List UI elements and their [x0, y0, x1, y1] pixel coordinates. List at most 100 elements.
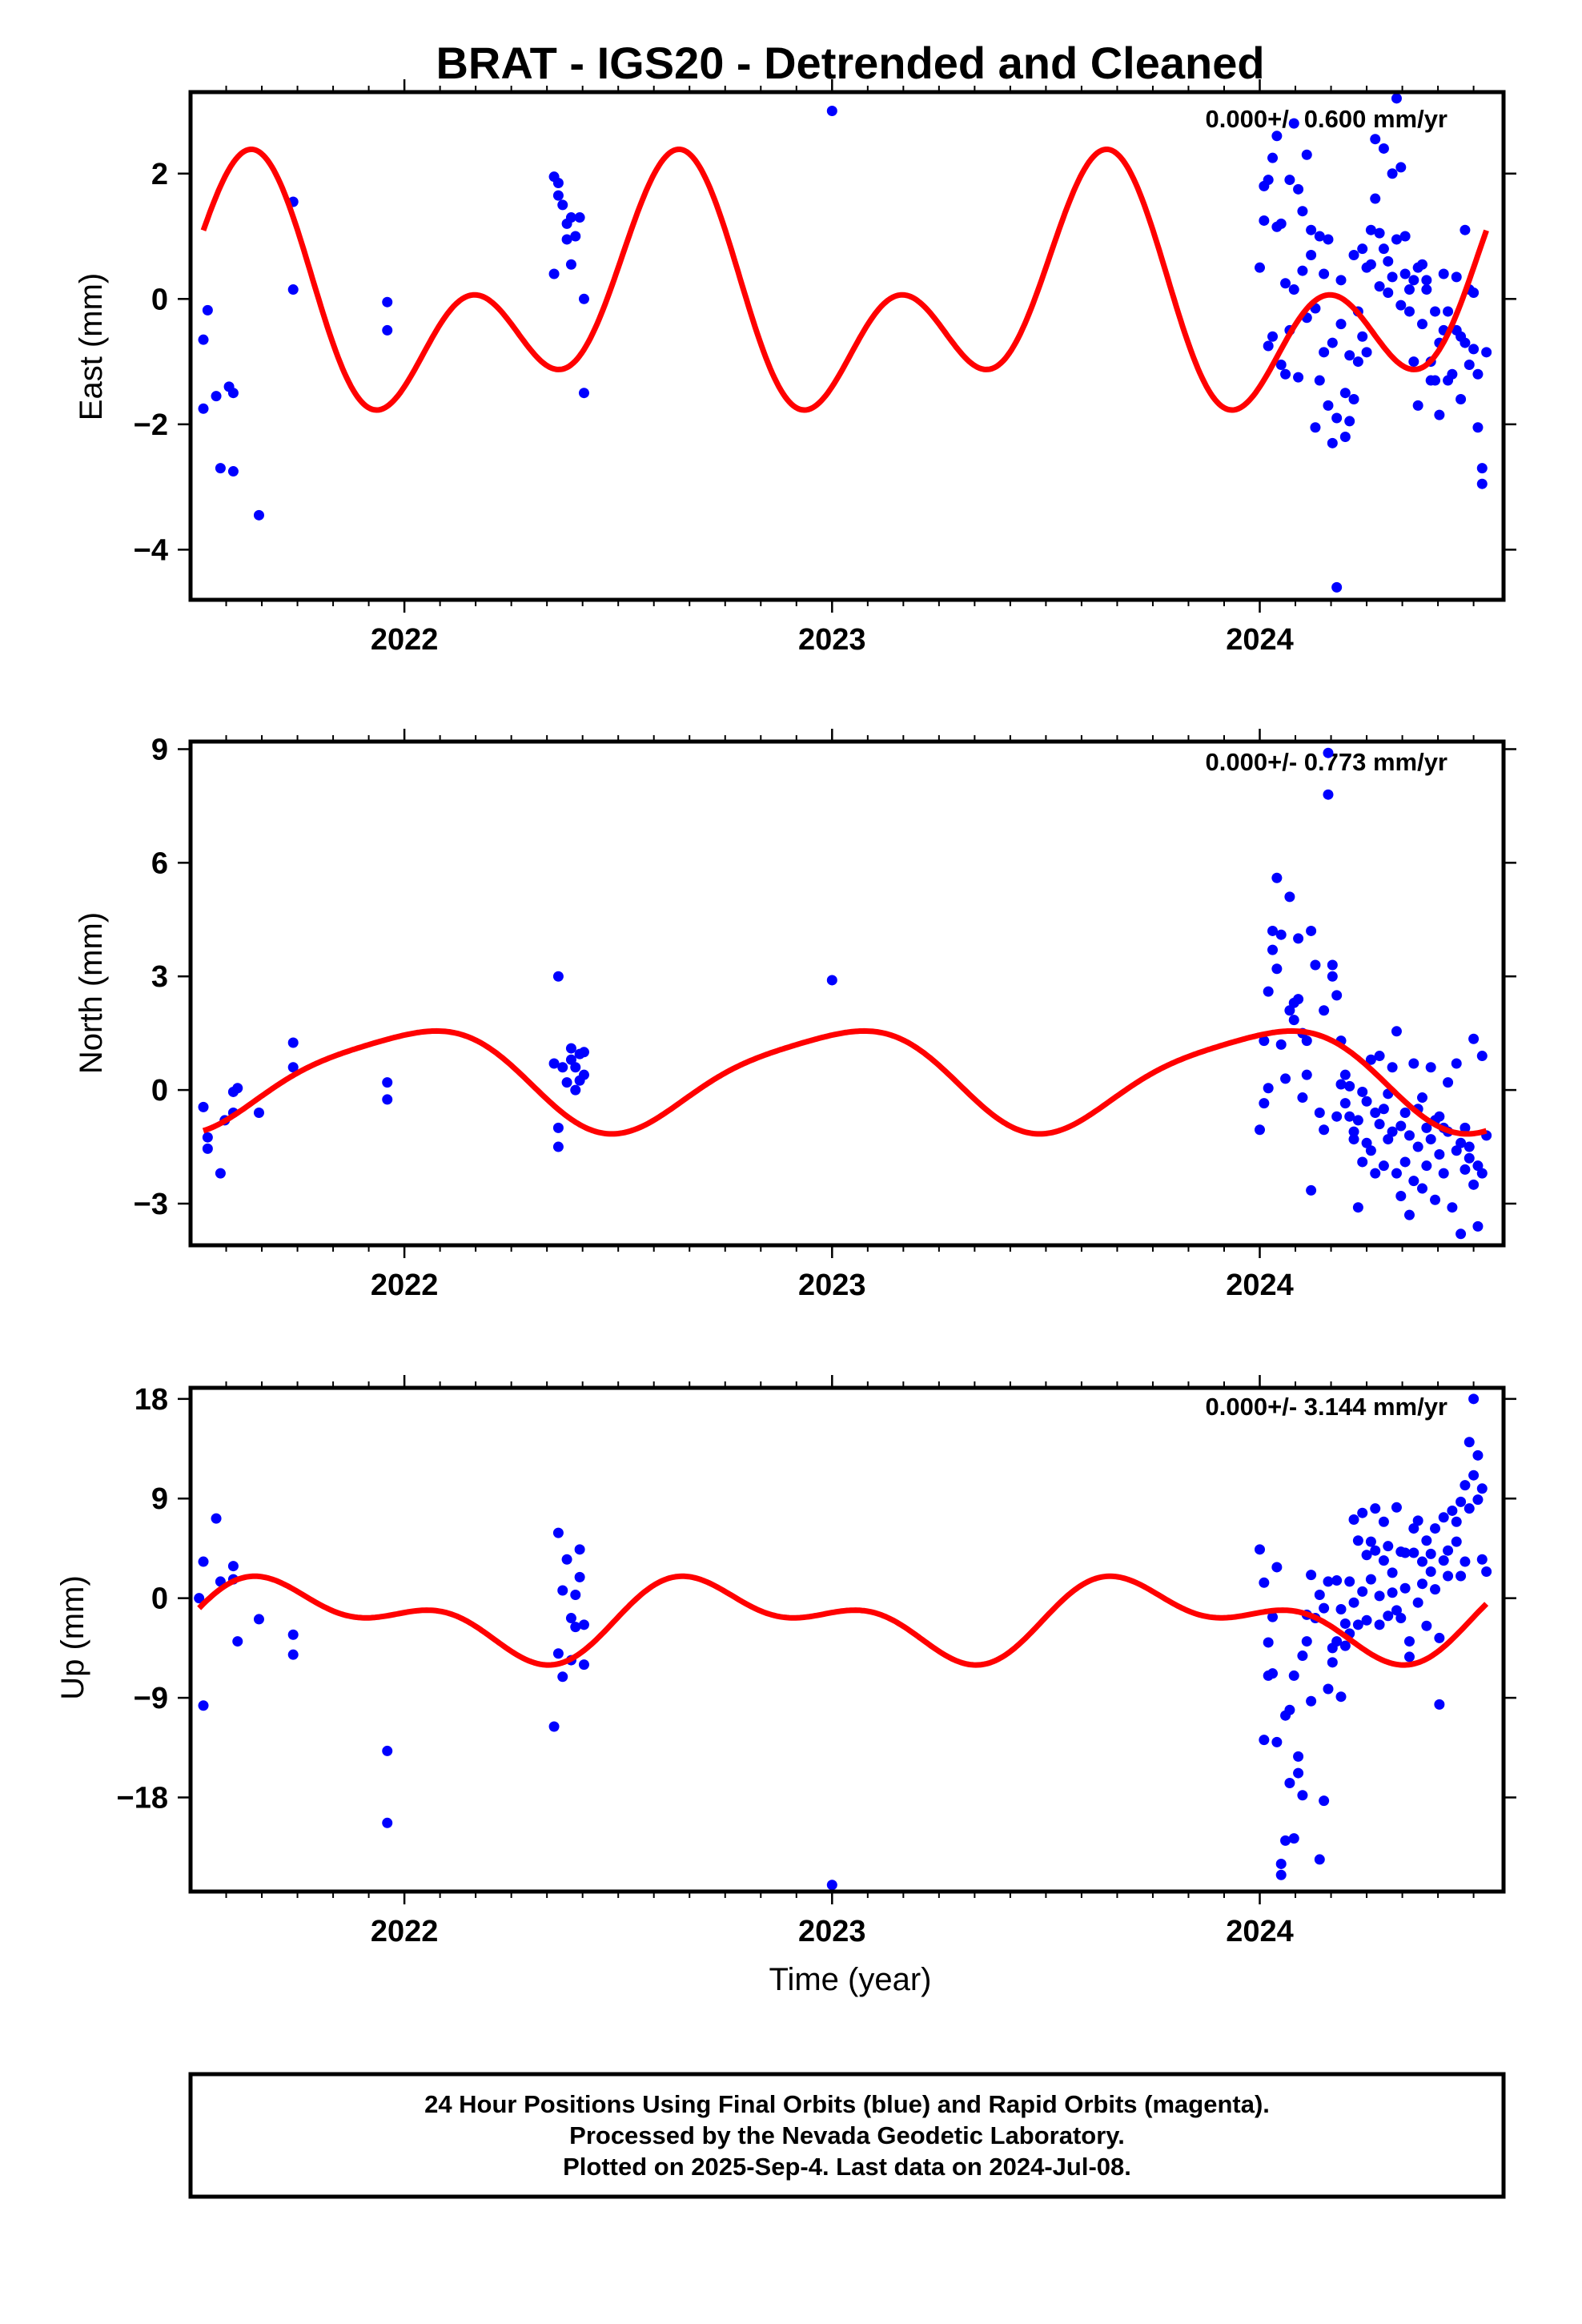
east-data-point: [1434, 409, 1445, 420]
north-data-point: [1323, 747, 1334, 758]
east-data-point: [1301, 149, 1312, 160]
east-data-point: [1417, 259, 1428, 270]
east-data-point: [1267, 152, 1279, 163]
up-data-point: [570, 1622, 581, 1633]
east-data-point: [1319, 268, 1330, 279]
north-data-point: [578, 1047, 589, 1058]
east-data-point: [1339, 431, 1351, 442]
footer-line-3: Plotted on 2025-Sep-4. Last data on 2024…: [563, 2153, 1131, 2181]
east-data-point: [561, 218, 572, 229]
north-data-point: [1476, 1168, 1488, 1179]
north-data-point: [1468, 1033, 1480, 1044]
east-data-point: [1472, 368, 1484, 380]
north-data-point: [1293, 994, 1304, 1005]
north-data-point: [1434, 1111, 1445, 1122]
east-x-tick-label: 2024: [1226, 623, 1294, 657]
east-data-point: [1275, 359, 1287, 370]
east-data-point: [565, 259, 576, 270]
north-data-point: [1383, 1134, 1394, 1145]
up-data-point: [1391, 1502, 1402, 1513]
east-data-point: [1370, 134, 1381, 145]
up-data-point: [1434, 1632, 1445, 1643]
north-data-point: [1417, 1183, 1428, 1194]
north-data-point: [578, 1069, 589, 1080]
east-data-point: [1468, 287, 1480, 298]
up-data-point: [1443, 1570, 1454, 1582]
north-y-tick-label: 9: [151, 733, 168, 766]
east-data-point: [1255, 262, 1266, 273]
east-data-point: [1280, 278, 1291, 289]
north-data-point: [382, 1077, 393, 1088]
up-data-point: [548, 1721, 560, 1732]
east-data-point: [1395, 300, 1407, 311]
north-data-point: [565, 1043, 576, 1054]
up-data-point: [1319, 1795, 1330, 1807]
up-data-point: [194, 1593, 205, 1604]
up-data-point: [1370, 1545, 1381, 1556]
up-data-point: [1430, 1584, 1441, 1595]
north-data-point: [1306, 1184, 1317, 1196]
up-data-point: [1399, 1547, 1411, 1558]
up-data-point: [1403, 1651, 1415, 1663]
up-data-point: [287, 1649, 299, 1660]
up-data-point: [1271, 1562, 1283, 1573]
north-data-point: [1357, 1156, 1368, 1168]
up-data-point: [1383, 1541, 1394, 1552]
north-data-point: [1412, 1141, 1423, 1152]
east-data-point: [1403, 306, 1415, 317]
east-data-point: [1383, 255, 1394, 267]
north-data-point: [1399, 1107, 1411, 1118]
east-x-tick-label: 2022: [371, 623, 439, 657]
east-data-point: [202, 304, 213, 316]
figure-title: BRAT - IGS20 - Detrended and Cleaned: [436, 38, 1264, 88]
up-data-point: [1395, 1613, 1407, 1624]
up-data-point: [1476, 1483, 1488, 1494]
up-data-point: [1284, 1778, 1295, 1789]
north-data-point: [1344, 1111, 1355, 1122]
east-data-point: [1374, 281, 1385, 292]
north-y-tick-label: 3: [151, 960, 168, 994]
east-data-point: [1456, 394, 1467, 405]
up-data-point: [1464, 1503, 1475, 1514]
up-data-point: [1267, 1668, 1279, 1679]
east-data-point: [1387, 271, 1398, 283]
up-data-point: [1314, 1854, 1325, 1865]
up-data-point: [552, 1648, 564, 1659]
east-data-point: [253, 509, 264, 521]
up-data-point: [1383, 1610, 1394, 1622]
north-data-point: [1403, 1130, 1415, 1141]
up-data-point: [1456, 1496, 1467, 1507]
up-data-point: [1417, 1556, 1428, 1567]
east-data-point: [1387, 168, 1398, 179]
up-data-point: [1352, 1619, 1363, 1630]
north-data-point: [1271, 963, 1283, 975]
north-data-point: [1438, 1168, 1449, 1179]
north-plot-frame: [188, 739, 1506, 1248]
up-data-point: [565, 1613, 576, 1624]
east-data-point: [1306, 224, 1317, 235]
north-data-point: [1451, 1145, 1462, 1156]
east-data-point: [1472, 422, 1484, 433]
north-data-point: [1284, 1005, 1295, 1016]
east-data-point: [1476, 463, 1488, 474]
up-data-point: [1263, 1637, 1274, 1648]
east-data-point: [1267, 331, 1279, 342]
up-data-point: [557, 1671, 568, 1683]
east-data-point: [1447, 368, 1458, 380]
east-data-point: [198, 403, 209, 414]
up-y-tick-label: −18: [117, 1781, 168, 1815]
east-data-point: [1451, 271, 1462, 283]
east-data-point: [1374, 227, 1385, 239]
up-data-point: [574, 1544, 585, 1555]
east-data-point: [1314, 231, 1325, 242]
north-data-point: [1284, 891, 1295, 903]
east-data-point: [1323, 234, 1334, 245]
north-y-tick-label: 0: [151, 1074, 168, 1108]
north-data-point: [1301, 1035, 1312, 1047]
east-data-point: [1293, 183, 1304, 195]
up-data-point: [1451, 1536, 1462, 1547]
east-data-point: [1259, 215, 1270, 226]
east-data-point: [578, 293, 589, 304]
east-y-tick-label: 0: [151, 283, 168, 316]
north-y-tick-label: 6: [151, 846, 168, 880]
